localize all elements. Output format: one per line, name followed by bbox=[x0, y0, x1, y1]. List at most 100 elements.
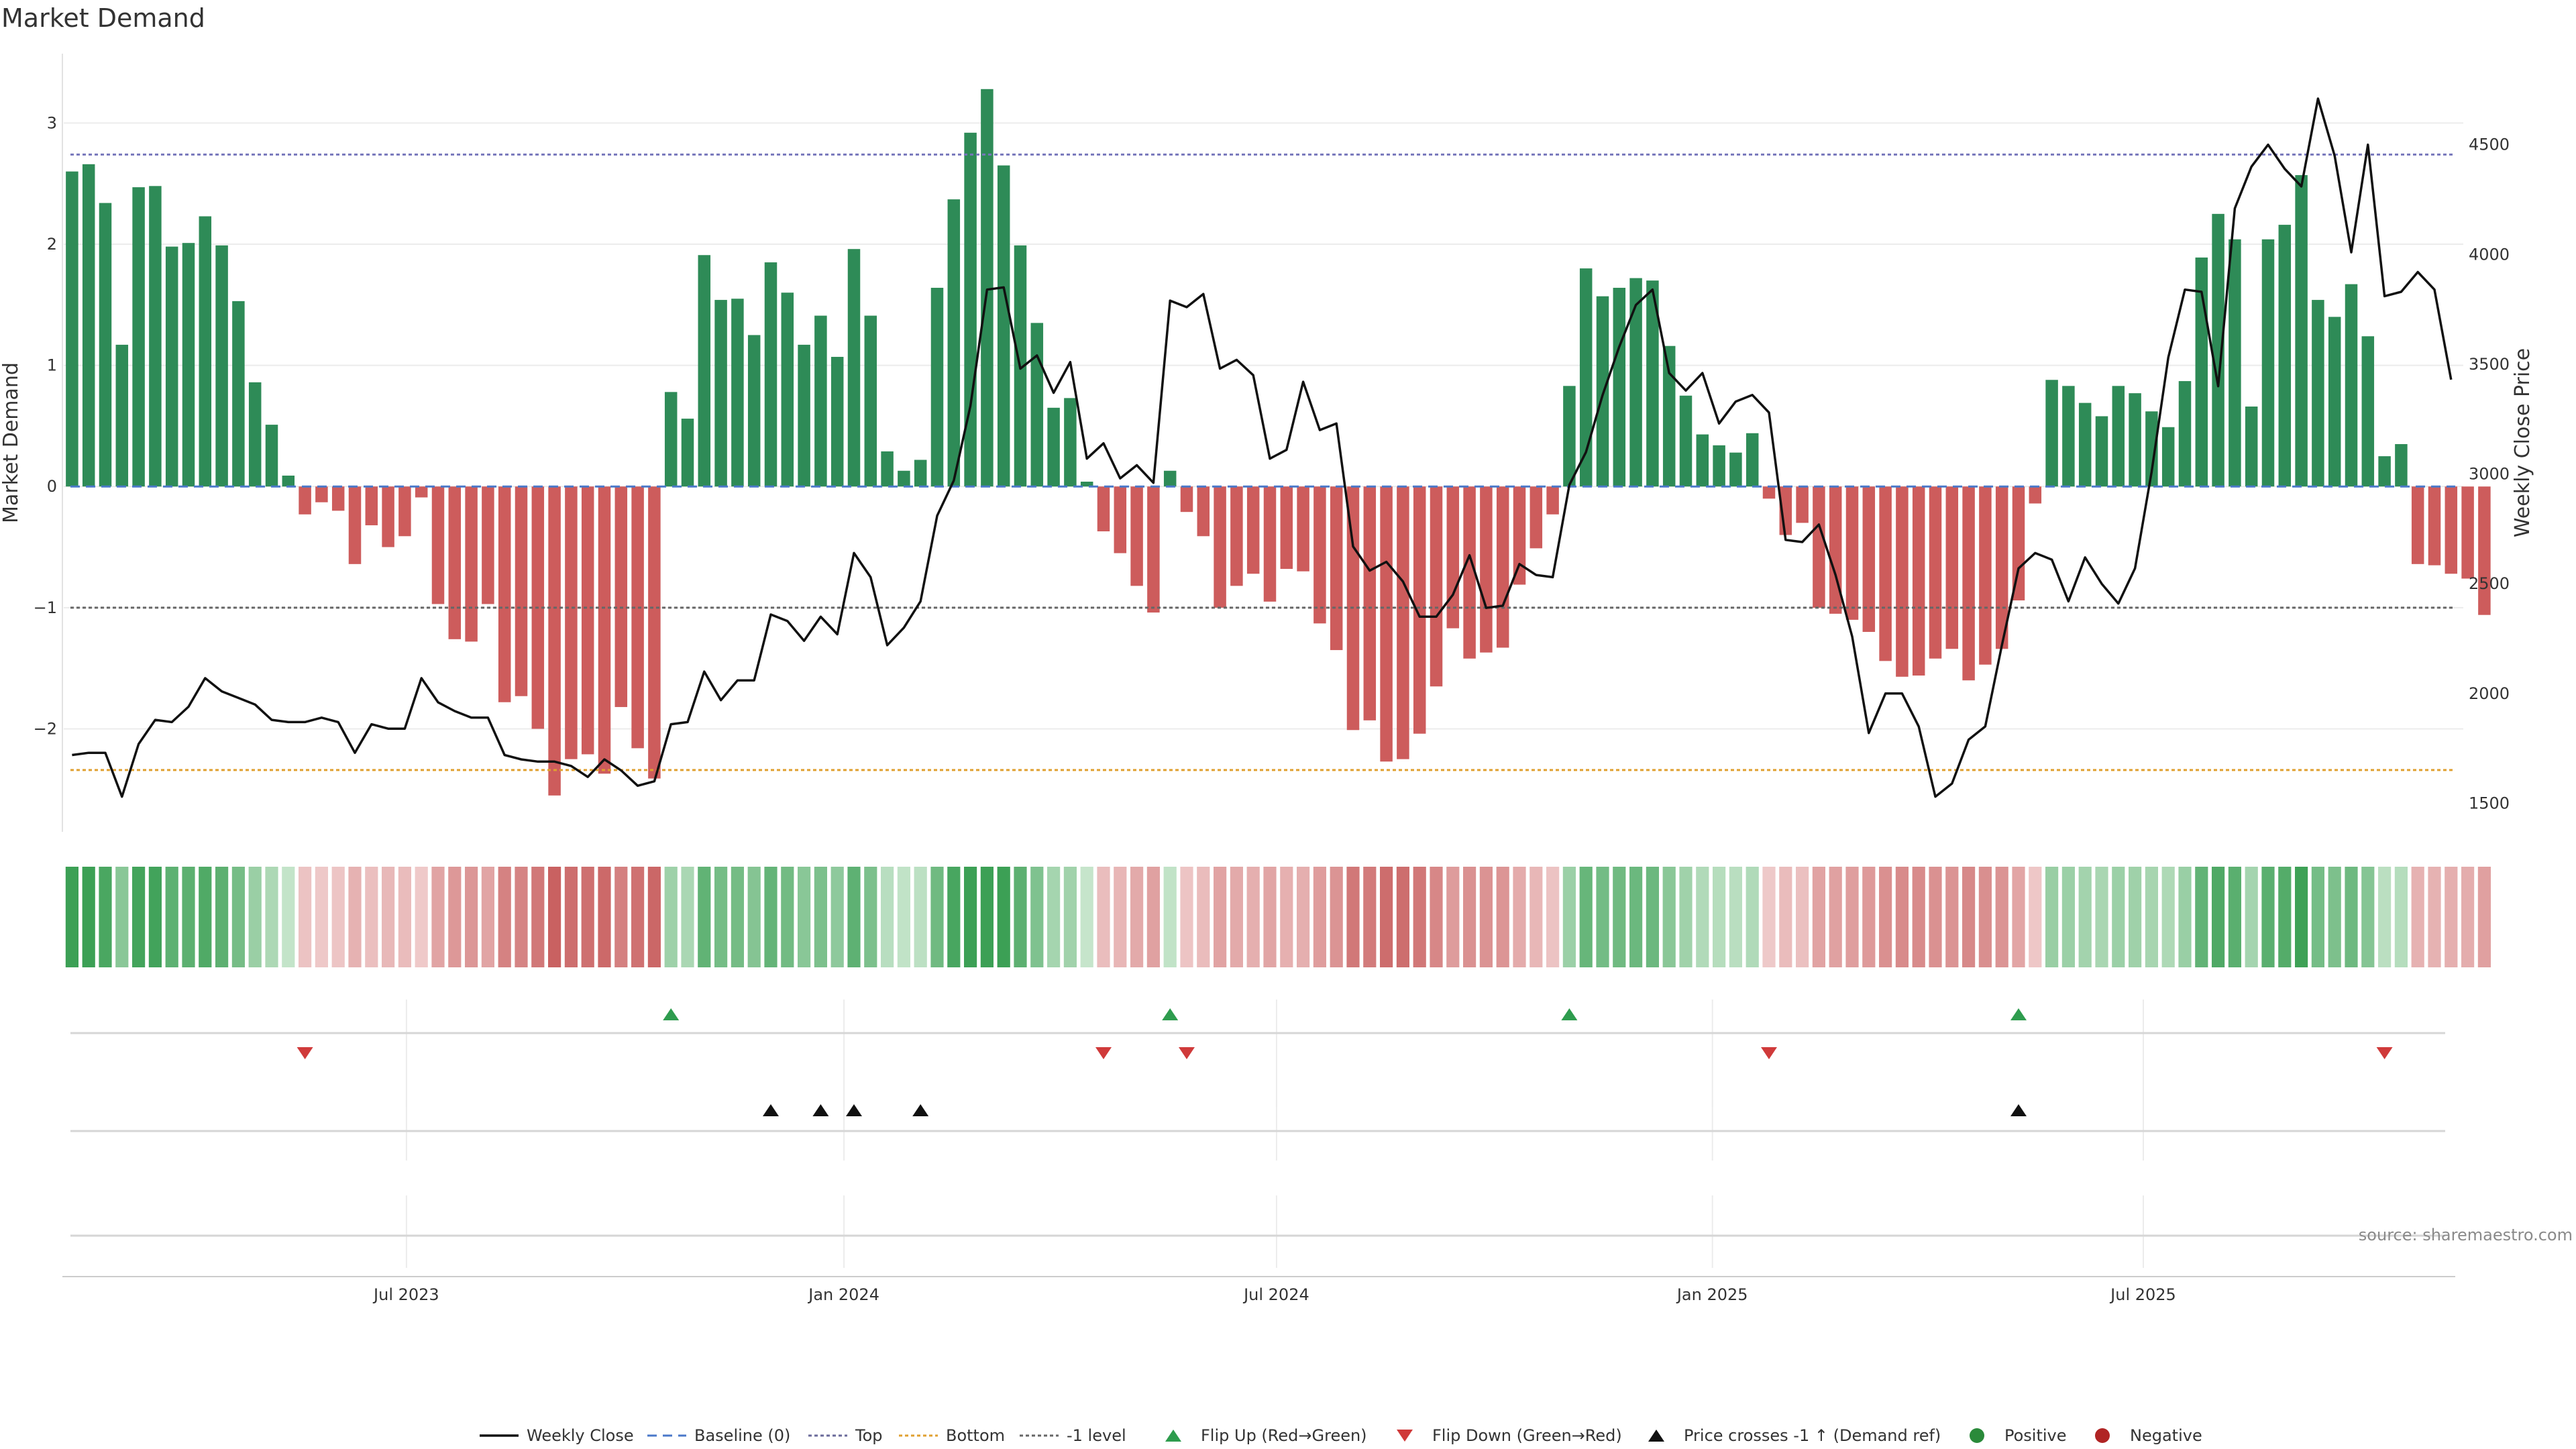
demand-bar bbox=[1114, 486, 1127, 553]
demand-bar bbox=[1662, 345, 1676, 487]
heat-cell bbox=[1496, 867, 1509, 967]
heat-cell bbox=[1562, 867, 1576, 967]
demand-bar bbox=[764, 262, 777, 487]
legend-label: Price crosses -1 ↑ (Demand ref) bbox=[1684, 1426, 1941, 1445]
demand-bar bbox=[1430, 486, 1443, 687]
legend-triangle-up-swatch bbox=[1648, 1430, 1664, 1442]
heat-cell bbox=[798, 867, 811, 967]
heat-cell bbox=[548, 867, 561, 967]
heat-cell bbox=[664, 867, 678, 967]
heat-cell bbox=[2278, 867, 2292, 967]
legend: Weekly Close Baseline (0) Top Bottom -1 leve… bbox=[480, 1426, 2202, 1445]
heat-cell bbox=[980, 867, 994, 967]
y-tick-label: 0 bbox=[47, 477, 57, 496]
flip-up-marker bbox=[2010, 1008, 2027, 1020]
heat-cell bbox=[2078, 867, 2092, 967]
heat-cell bbox=[698, 867, 711, 967]
demand-bar bbox=[2062, 386, 2075, 487]
demand-bar bbox=[498, 486, 511, 702]
demand-bar bbox=[1513, 486, 1526, 585]
demand-bar bbox=[1979, 486, 1992, 665]
legend-item: Top bbox=[808, 1426, 883, 1445]
demand-bar bbox=[864, 315, 877, 487]
empty-panel bbox=[70, 1195, 2445, 1268]
heat-cell bbox=[431, 867, 445, 967]
y-tick-label: 1 bbox=[47, 356, 57, 375]
y2-axis-title: Weekly Close Price bbox=[2511, 348, 2534, 537]
heat-cell bbox=[1030, 867, 1044, 967]
demand-bar bbox=[1879, 486, 1892, 661]
flip-down-marker bbox=[1761, 1047, 1777, 1059]
heat-cell bbox=[1297, 867, 1310, 967]
heat-cell bbox=[864, 867, 877, 967]
legend-item: Baseline (0) bbox=[647, 1426, 790, 1445]
heat-cell bbox=[265, 867, 278, 967]
heat-cell bbox=[1862, 867, 1876, 967]
heat-cell bbox=[132, 867, 146, 967]
heat-cell bbox=[2461, 867, 2475, 967]
demand-bars bbox=[66, 89, 2491, 796]
demand-bar bbox=[1197, 486, 1210, 537]
demand-bar bbox=[66, 171, 78, 487]
heat-cell bbox=[1546, 867, 1560, 967]
demand-bar bbox=[914, 460, 927, 487]
heat-cell bbox=[1679, 867, 1693, 967]
demand-bar bbox=[2461, 486, 2474, 579]
heat-cell bbox=[1163, 867, 1177, 967]
heat-cell bbox=[1479, 867, 1493, 967]
y2-tick-label: 2000 bbox=[2469, 684, 2510, 703]
heat-cell bbox=[1263, 867, 1277, 967]
heat-cell bbox=[947, 867, 961, 967]
demand-bar bbox=[1563, 386, 1576, 487]
heat-cell bbox=[2477, 867, 2491, 967]
demand-bar bbox=[2278, 225, 2292, 487]
demand-bar bbox=[648, 486, 661, 779]
demand-bar bbox=[964, 132, 977, 487]
heat-cell bbox=[814, 867, 827, 967]
heat-cell bbox=[1114, 867, 1127, 967]
heat-cell bbox=[764, 867, 777, 967]
heat-cell bbox=[1180, 867, 1193, 967]
demand-bar bbox=[1679, 395, 1693, 487]
demand-bar bbox=[2378, 456, 2391, 487]
heat-cell bbox=[165, 867, 178, 967]
heat-cell bbox=[1047, 867, 1061, 967]
heat-cell bbox=[1713, 867, 1726, 967]
demand-bar bbox=[1214, 486, 1226, 608]
y-tick-label: 3 bbox=[47, 113, 57, 132]
price-cross-marker bbox=[763, 1104, 779, 1116]
heat-cell bbox=[2178, 867, 2192, 967]
heat-cell bbox=[647, 867, 661, 967]
price-cross-marker bbox=[812, 1104, 829, 1116]
legend-item: Negative bbox=[2095, 1426, 2202, 1445]
legend-circle-swatch bbox=[2095, 1428, 2110, 1443]
heat-cell bbox=[1613, 867, 1626, 967]
heat-cell bbox=[1197, 867, 1210, 967]
chart-title: Market Demand bbox=[1, 3, 205, 33]
demand-bar bbox=[2295, 175, 2308, 487]
demand-bar bbox=[1246, 486, 1260, 574]
demand-bar bbox=[1263, 486, 1277, 602]
heat-cell bbox=[1895, 867, 1909, 967]
price-cross-marker bbox=[846, 1104, 862, 1116]
flip-up-marker bbox=[1162, 1008, 1179, 1020]
heat-cell bbox=[781, 867, 794, 967]
demand-bar bbox=[1330, 486, 1343, 651]
heat-cell bbox=[315, 867, 328, 967]
heat-cell bbox=[930, 867, 944, 967]
flip-down-marker bbox=[297, 1047, 313, 1059]
legend-item: Positive bbox=[1970, 1426, 2067, 1445]
heat-cell bbox=[1280, 867, 1293, 967]
heat-cell bbox=[348, 867, 362, 967]
demand-bar bbox=[798, 344, 810, 487]
heat-cell bbox=[1796, 867, 1809, 967]
demand-bar bbox=[2445, 486, 2458, 574]
demand-bar bbox=[448, 486, 462, 639]
heat-cell bbox=[1346, 867, 1360, 967]
legend-label: Baseline (0) bbox=[694, 1426, 790, 1445]
heat-cell bbox=[714, 867, 728, 967]
heat-cell bbox=[997, 867, 1010, 967]
y2-tick-label: 3000 bbox=[2469, 465, 2510, 484]
demand-bar bbox=[1480, 486, 1493, 653]
demand-bar bbox=[1862, 486, 1876, 632]
